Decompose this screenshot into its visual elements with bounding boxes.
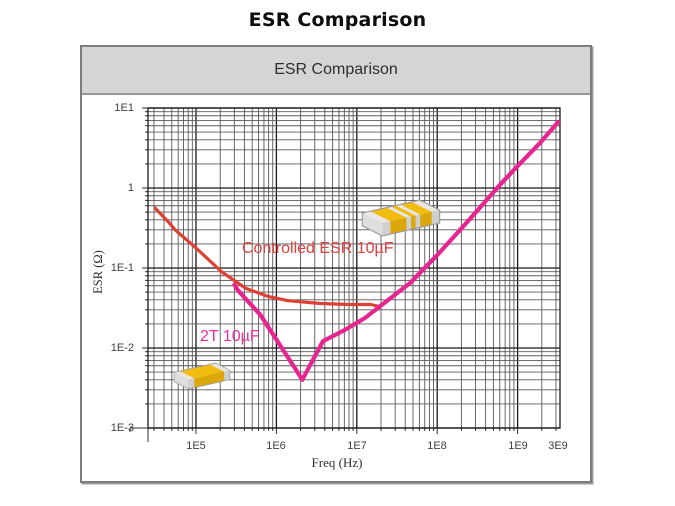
- capacitor-icon-controlled-esr: [361, 199, 441, 237]
- series-label-2t: 2T 10µF: [200, 328, 260, 345]
- y-tick-label: 1: [127, 182, 134, 194]
- y-tick-label: 1E-2: [110, 342, 134, 354]
- y-tick-label: 1E1: [114, 102, 134, 114]
- y-tick-label: 1E-3: [110, 422, 134, 434]
- x-axis-title: Freq (Hz): [311, 455, 363, 470]
- x-tick-label: 1E7: [347, 440, 367, 452]
- x-tick-label: 1E9: [508, 440, 528, 452]
- chart-area: 1E1 1 1E-1 1E-2 1E-3 1E5 1E6 1E7 1E8 1E9…: [82, 95, 590, 481]
- x-tick-label: 1E5: [186, 440, 206, 452]
- panel-header: ESR Comparison: [82, 47, 590, 95]
- page-title: ESR Comparison: [248, 9, 427, 31]
- x-tick-label: 3E9: [548, 440, 568, 452]
- plot-canvas: [129, 107, 561, 442]
- y-tick-label: 1E-1: [110, 262, 134, 274]
- y-axis-title: ESR (Ω): [91, 250, 105, 294]
- capacitor-icon-2t: [173, 362, 231, 390]
- chart-panel: ESR Comparison 1E1 1 1E-1 1E-2 1E-3 1E5 …: [80, 45, 592, 483]
- series-label-controlled-esr: Controlled ESR 10µF: [242, 240, 394, 257]
- x-tick-label: 1E8: [427, 440, 447, 452]
- x-tick-label: 1E6: [266, 440, 286, 452]
- panel-header-title: ESR Comparison: [274, 61, 398, 78]
